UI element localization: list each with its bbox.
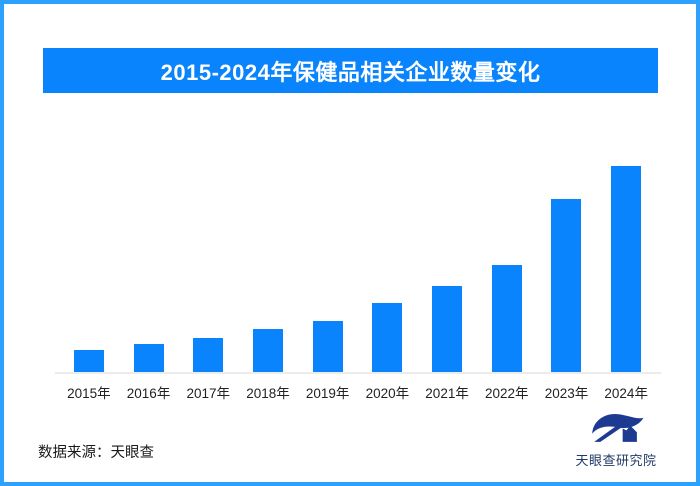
bar-slot [178,163,238,373]
data-source-label: 数据来源：天眼查 [38,445,154,461]
bar-slot [358,163,418,373]
bar-2015年 [73,350,104,373]
bar-2024年 [611,166,642,373]
plot-area [59,163,656,373]
brand-name: 天眼查研究院 [575,453,657,468]
bar-2022年 [491,264,522,373]
brand-logo: 天眼查研究院 [556,410,676,469]
bar-slot [119,163,179,373]
bar-2020年 [372,303,403,373]
bar-slot [537,163,597,373]
chart-title: 2015-2024年保健品相关企业数量变化 [160,59,541,85]
bar-2019年 [312,321,343,373]
bar-2016年 [133,344,164,373]
x-tick-label: 2016年 [126,386,171,401]
bar-slot [477,163,537,373]
x-tick-label: 2017年 [186,386,231,401]
title-banner: 2015-2024年保健品相关企业数量变化 [43,48,658,93]
x-tick-label: 2015年 [67,386,111,401]
bar-slot [238,163,298,373]
bar-2017年 [193,338,224,373]
bar-slot [59,163,119,373]
bar-slot [298,163,358,373]
tianyancha-logo-icon [592,413,644,442]
bar-slot [596,163,656,373]
x-tick-label: 2024年 [604,386,648,401]
x-tick-label: 2022年 [485,386,529,401]
x-tick-label: 2021年 [425,386,469,401]
bar-slot [417,163,477,373]
bar-2018年 [252,328,283,373]
bar-2021年 [432,286,463,373]
x-tick-label: 2023年 [544,386,589,401]
x-axis-labels: 2015年 2016年 2017年 2018年 2019年 2020年 2021年 2022年… [59,382,656,402]
x-axis-line [55,372,661,374]
x-tick-label: 2020年 [365,386,410,401]
x-tick-label: 2019年 [305,386,350,401]
x-tick-label: 2018年 [246,386,290,401]
bar-2023年 [551,198,582,373]
